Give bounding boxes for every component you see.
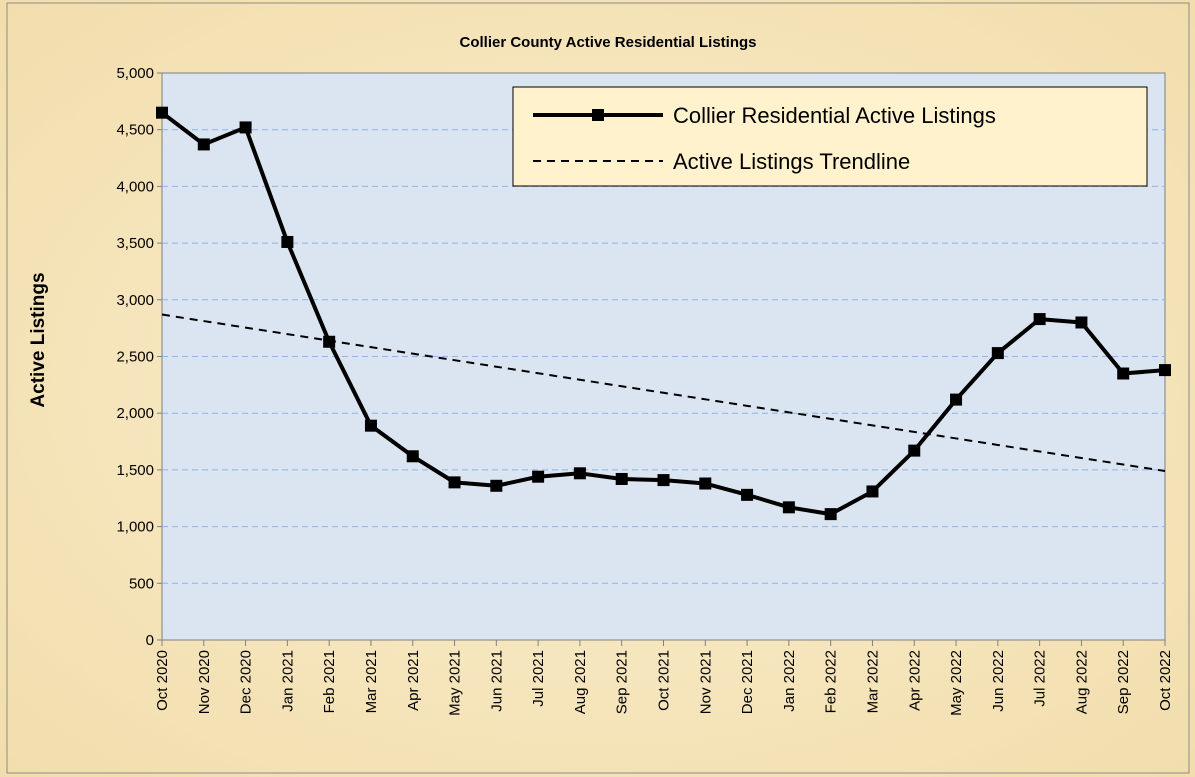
legend-label: Active Listings Trendline (673, 149, 910, 174)
data-point (741, 488, 754, 501)
y-tick-label: 3,500 (116, 235, 154, 252)
data-point (1033, 313, 1046, 326)
trendline (161, 313, 1166, 473)
data-point (197, 138, 210, 151)
y-tick-label: 1,500 (116, 462, 154, 479)
x-tick-label: Apr 2021 (405, 650, 422, 711)
x-tick-label: Apr 2022 (906, 650, 923, 711)
y-tick-label: 500 (129, 575, 154, 592)
x-tick-label: Nov 2021 (697, 650, 714, 714)
data-point (532, 470, 545, 483)
y-tick-label: 5,000 (116, 65, 154, 82)
y-tick-label: 1,000 (116, 519, 154, 536)
data-point (782, 501, 795, 514)
data-point (824, 508, 837, 521)
x-tick-label: Jun 2022 (990, 650, 1007, 712)
x-tick-label: Dec 2020 (238, 650, 255, 714)
data-point (1159, 364, 1171, 377)
data-point (657, 474, 670, 487)
chart-border (6, 2, 1190, 774)
x-tick-label: Aug 2021 (572, 650, 589, 714)
x-tick-label: Oct 2020 (154, 650, 171, 711)
x-tick-label: Feb 2022 (823, 650, 840, 713)
x-tick-label: Dec 2021 (739, 650, 756, 714)
x-tick-label: Mar 2021 (363, 650, 380, 713)
x-tick-label: Feb 2021 (321, 650, 338, 713)
data-point (908, 444, 921, 457)
x-tick-label: Jun 2021 (488, 650, 505, 712)
x-tick-label: May 2022 (948, 650, 965, 716)
x-tick-label: Jan 2021 (279, 650, 296, 712)
data-point (950, 393, 963, 406)
y-tick-label: 2,000 (116, 405, 154, 422)
data-point (615, 472, 628, 485)
data-point (364, 419, 377, 432)
x-tick-label: Mar 2022 (864, 650, 881, 713)
x-tick-label: Oct 2022 (1157, 650, 1174, 711)
data-point (239, 121, 252, 134)
data-point (406, 450, 419, 463)
y-tick-label: 2,500 (116, 349, 154, 366)
legend-label: Collier Residential Active Listings (673, 103, 996, 128)
data-point (699, 477, 712, 490)
data-point (490, 479, 503, 492)
chart-title: Collier County Active Residential Listin… (460, 34, 757, 51)
x-tick-label: Sep 2021 (614, 650, 631, 714)
data-point (156, 106, 168, 119)
x-tick-label: Sep 2022 (1115, 650, 1132, 714)
y-tick-label: 3,000 (116, 292, 154, 309)
x-tick-label: Jan 2022 (781, 650, 798, 712)
data-point (1075, 316, 1088, 329)
data-point (448, 476, 461, 489)
x-tick-label: Jul 2021 (530, 650, 547, 707)
data-point (991, 347, 1004, 360)
y-axis-label: Active Listings (28, 272, 49, 407)
y-tick-label: 4,000 (116, 178, 154, 195)
y-tick-label: 4,500 (116, 122, 154, 139)
x-tick-label: Jul 2022 (1032, 650, 1049, 707)
legend-box (512, 86, 1148, 187)
legend-marker (592, 109, 604, 121)
x-tick-label: Aug 2022 (1073, 650, 1090, 714)
x-tick-label: Nov 2020 (196, 650, 213, 714)
data-point (866, 485, 879, 498)
data-point (573, 467, 586, 480)
data-point (281, 235, 294, 248)
x-tick-label: Oct 2021 (656, 650, 673, 711)
y-tick-label: 0 (146, 632, 154, 649)
x-tick-label: May 2021 (447, 650, 464, 716)
data-point (1117, 367, 1130, 380)
data-point (323, 335, 336, 348)
